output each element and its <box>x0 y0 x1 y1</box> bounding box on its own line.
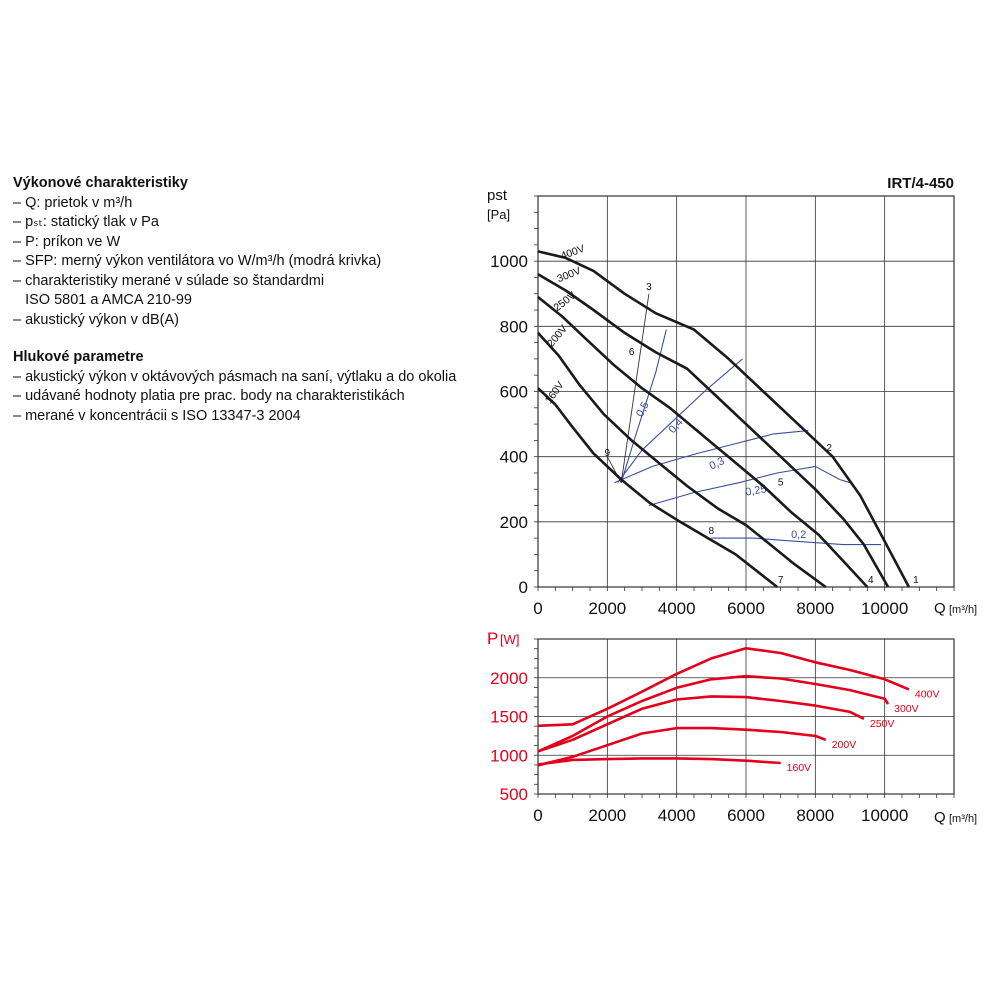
power-curve-label: 200V <box>832 739 857 751</box>
performance-item: – Q: prietok v m³/h <box>13 194 133 211</box>
operating-point-label: 7 <box>778 575 784 586</box>
x-tick-label: 4000 <box>658 806 696 825</box>
x-tick-label: 4000 <box>658 599 696 618</box>
power-curve-250V <box>537 695 865 753</box>
x-axis-unit: [m³/h] <box>949 813 977 825</box>
power-curve-label: 400V <box>915 688 940 700</box>
operating-point-label: 1 <box>913 575 919 586</box>
y-tick-label: 800 <box>500 317 528 336</box>
y-tick-label: 500 <box>500 785 528 804</box>
performance-title: Výkonové charakteristiky <box>13 175 188 191</box>
operating-point-label: 4 <box>868 575 874 586</box>
x-tick-label: 10000 <box>861 599 908 618</box>
operating-point-label: 9 <box>605 448 611 459</box>
description-panel: Výkonové charakteristiky – Q: prietok v … <box>13 174 483 426</box>
power-curve-300V <box>537 674 890 753</box>
y-tick-label: 1000 <box>490 746 528 765</box>
power-curve-label: 300V <box>894 703 919 715</box>
power-curve-160V <box>537 757 781 766</box>
y-axis-unit: [Pa] <box>487 207 510 222</box>
sfp-label: 0,5 <box>634 400 652 419</box>
y-tick-label: 2000 <box>490 669 528 688</box>
sfp-label: 0,25 <box>744 483 767 499</box>
x-tick-label: 0 <box>533 599 542 618</box>
performance-list: – Q: prietok v m³/h – pₛₜ: statický tlak… <box>13 194 483 331</box>
x-tick-label: 0 <box>533 806 542 825</box>
fan-curve-label: 300V <box>555 265 582 285</box>
y-axis-label: pst <box>487 187 508 204</box>
power-curve-200V <box>537 726 827 767</box>
y-tick-label: 400 <box>500 448 528 467</box>
operating-point-label: 6 <box>629 347 635 358</box>
fan-curve-160V <box>537 387 779 589</box>
power-curve-label: 160V <box>787 762 812 774</box>
performance-item: – charakteristiky merané v súlade so šta… <box>13 272 325 289</box>
noise-title: Hlukové parametre <box>13 349 144 365</box>
y-tick-label: 0 <box>519 578 528 597</box>
y-tick-label: 1000 <box>490 252 528 271</box>
x-tick-label: 6000 <box>727 806 765 825</box>
x-tick-label: 2000 <box>588 806 626 825</box>
fan-curve-200V <box>537 332 827 589</box>
power-curve-400V <box>537 647 910 728</box>
y-axis-label: P <box>487 629 498 648</box>
sfp-curve <box>620 329 667 483</box>
x-tick-label: 2000 <box>588 599 626 618</box>
power-curve-label: 250V <box>870 718 895 730</box>
fan-curve-label: 200V <box>545 323 570 350</box>
fan-curve-label: 250V <box>552 289 579 314</box>
noise-item: – udávané hodnoty platia pre prac. body … <box>13 388 405 404</box>
y-axis-unit: [W] <box>500 632 520 647</box>
noise-item: – merané v koncentrácii s ISO 13347-3 20… <box>13 407 301 424</box>
sfp-curve <box>711 537 882 546</box>
fan-curve-250V <box>537 295 869 588</box>
operating-point-label: 3 <box>646 282 652 293</box>
y-tick-label: 600 <box>500 383 528 402</box>
x-tick-label: 6000 <box>727 599 765 618</box>
fan-curve-400V <box>537 250 911 588</box>
x-tick-label: 8000 <box>796 599 834 618</box>
performance-item: ISO 5801 a AMCA 210-99 <box>13 292 192 308</box>
performance-item: – akustický výkon v dB(A) <box>13 311 179 328</box>
operating-point-label: 5 <box>778 477 784 488</box>
performance-item: – pₛₜ: statický tlak v Pa <box>13 214 159 230</box>
sfp-label: 0,3 <box>708 455 727 472</box>
x-tick-label: 8000 <box>796 806 834 825</box>
system-line <box>620 293 650 483</box>
chart-title: IRT/4-450 <box>887 175 954 192</box>
y-tick-label: 1500 <box>490 708 528 727</box>
operating-point-label: 2 <box>826 443 832 454</box>
x-axis-label: Q <box>934 600 946 617</box>
x-axis-unit: [m³/h] <box>949 604 977 616</box>
noise-list: – akustický výkon v oktávových pásmach n… <box>13 368 483 427</box>
sfp-curve <box>617 358 743 484</box>
x-tick-label: 10000 <box>861 806 908 825</box>
noise-item: – akustický výkon v oktávových pásmach n… <box>13 368 457 385</box>
performance-item: – SFP: merný výkon ventilátora vo W/m³/h… <box>13 253 382 269</box>
fan-curve-label: 400V <box>559 243 586 263</box>
operating-point-label: 8 <box>709 526 715 537</box>
performance-item: – P: príkon ve W <box>13 233 121 250</box>
fan-curve-300V <box>537 273 890 588</box>
y-tick-label: 200 <box>500 513 528 532</box>
x-axis-label: Q <box>934 809 946 826</box>
fan-curve-label: 160V <box>543 379 567 406</box>
power-chart: 500 1000 1500 2000 0 2000 4000 6000 8000 10000 P [W… <box>487 629 977 826</box>
sfp-label: 0,2 <box>791 529 806 541</box>
